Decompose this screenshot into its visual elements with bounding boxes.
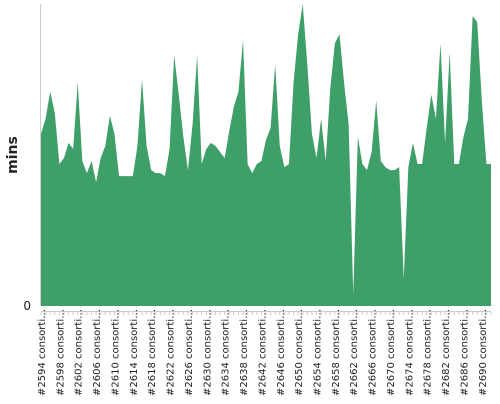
x-tick-label: #2654 consorti… bbox=[313, 309, 324, 396]
axes: mins 0 bbox=[5, 4, 491, 313]
area-series bbox=[41, 4, 491, 306]
x-tick-label: #2606 consorti… bbox=[92, 309, 103, 396]
x-tick-label: #2634 consorti… bbox=[221, 309, 232, 396]
y-axis-label: mins bbox=[5, 136, 21, 174]
x-tick-label: #2622 consorti… bbox=[166, 309, 177, 396]
x-tick-label: #2630 consorti… bbox=[202, 309, 213, 396]
x-tick-label: #2690 consorti… bbox=[478, 309, 489, 396]
x-axis-ticks: #2594 consorti… #2598 consorti… #2602 cons… bbox=[37, 309, 492, 396]
x-tick-label: #2626 consorti… bbox=[184, 309, 195, 396]
y-tick-label: 0 bbox=[23, 299, 31, 313]
x-tick-label: #2662 consorti… bbox=[349, 309, 360, 396]
x-tick-label: #2658 consorti… bbox=[331, 309, 342, 396]
x-tick-label: #2646 consorti… bbox=[276, 309, 287, 396]
x-tick-label: #2594 consorti… bbox=[37, 309, 48, 396]
x-tick-label: #2598 consorti… bbox=[55, 309, 66, 396]
x-tick-label: #2678 consorti… bbox=[423, 309, 434, 396]
x-tick-label: #2674 consorti… bbox=[404, 309, 415, 396]
x-tick-label: #2670 consorti… bbox=[386, 309, 397, 396]
x-tick-label: #2602 consorti… bbox=[74, 309, 85, 396]
x-tick-label: #2686 consorti… bbox=[459, 309, 470, 396]
x-tick-label: #2650 consorti… bbox=[294, 309, 305, 396]
x-tick-label: #2642 consorti… bbox=[257, 309, 268, 396]
x-tick-label: #2610 consorti… bbox=[110, 309, 121, 396]
x-tick-label: #2666 consorti… bbox=[368, 309, 379, 396]
x-tick-label: #2614 consorti… bbox=[129, 309, 140, 396]
x-tick-label: #2638 consorti… bbox=[239, 309, 250, 396]
x-tick-label: #2682 consorti… bbox=[441, 309, 452, 396]
plot-area bbox=[41, 4, 491, 306]
x-tick-label: #2618 consorti… bbox=[147, 309, 158, 396]
